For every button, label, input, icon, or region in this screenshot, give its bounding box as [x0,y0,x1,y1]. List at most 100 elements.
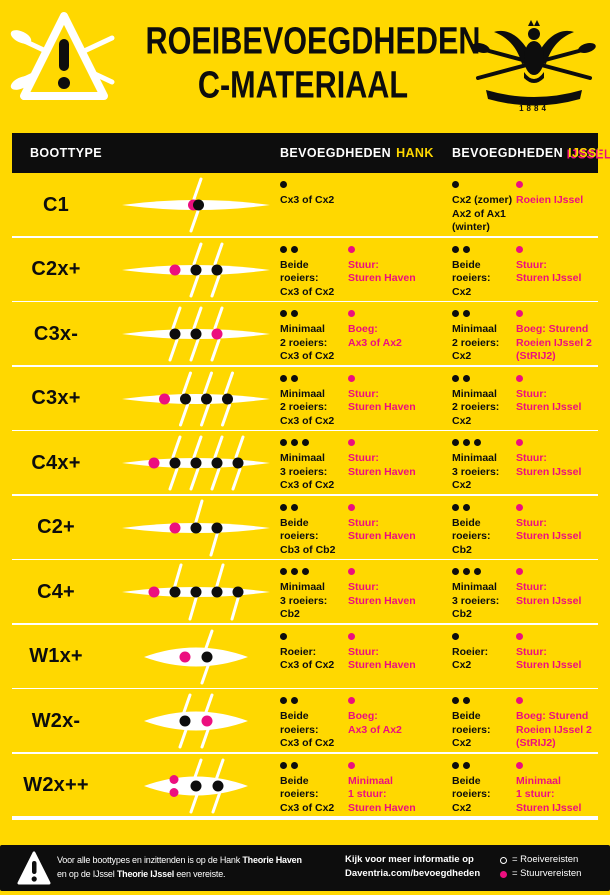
steer-dot-icon [348,374,355,382]
requirement-text: Sturen Haven [348,801,416,814]
ijssel-rower-requirements: Roeier: Cx2 [452,625,516,690]
ijssel-steering-requirements: Roeien IJssel [516,173,610,238]
steer-dot-icon [516,181,523,188]
boat-illustration [112,173,280,238]
requirement-text: Ax2 of Ax1 [452,207,506,220]
requirement-text: Cx2 [452,479,472,491]
ijssel-steering-requirements: Boeg: Sturend Roeien IJssel 2 (StRIJ2) [516,689,610,754]
requirement-text: Cx2 [452,737,472,749]
requirement-text: Beide [280,774,309,787]
requirement-text: Stuur: [516,452,547,464]
boottype-label: C4+ [37,580,75,603]
requirement-dots [452,439,512,446]
requirement-text: Minimaal [452,387,497,400]
rower-dot-icon [280,761,287,769]
steer-dot-icon [348,632,355,640]
requirement-dots [348,310,448,317]
requirement-text: Stuur: [348,581,379,593]
requirement-text: Stuur: [348,645,379,658]
requirement-text: Cb3 of Cb2 [280,543,336,556]
rower-dot-icon [291,568,298,575]
hank-steering-requirements: Stuur: Sturen Haven [348,431,452,496]
ijssel-steering-requirements: Stuur: Sturen IJssel [516,560,610,625]
rower-dot-icon [280,439,287,446]
requirement-text: Beide [452,710,481,722]
steer-dot-icon [516,310,523,317]
boat-svg [122,242,270,298]
requirement-text: roeiers: [280,788,319,800]
footer-note-line1: Voor alle boottypes en inzittenden is op… [57,855,302,865]
hank-rower-requirements: Beide roeiers: Cx3 of Cx2 [280,754,348,819]
requirement-text: Sturen Haven [348,659,416,671]
rower-dot-icon [280,310,287,317]
requirement-text: Minimaal [280,387,325,400]
requirement-dots [348,697,448,704]
hank-rower-requirements: Roeier: Cx3 of Cx2 [280,625,348,690]
requirement-dots [452,761,512,769]
ijssel-highlight: IJSSEL [568,146,610,160]
requirement-text: Sturen Haven [348,401,416,413]
requirement-text: 2 roeiers: [280,336,328,349]
requirement-text: Beide [280,710,309,722]
hank-rower-requirements: Beide roeiers: Cx3 of Cx2 [280,238,348,303]
hank-steering-requirements [348,173,452,238]
requirement-dots [280,568,344,575]
ijssel-steering-requirements: Stuur: Sturen IJssel [516,625,610,690]
hank-steering-requirements: Stuur: Sturen Haven [348,560,452,625]
hank-rower-requirements: Minimaal 3 roeiers: Cb2 [280,560,348,625]
requirement-text: Cx2 [452,414,472,427]
rower-dot-icon [280,181,287,188]
requirement-text: Stuur: [348,387,379,400]
steer-dot-icon [516,503,523,511]
boat-svg [122,563,270,621]
boat-illustration [112,560,280,625]
requirement-dots [280,374,344,382]
requirement-text: Cx2 [452,801,472,814]
rower-dot-icon [291,761,298,769]
requirement-text: Cx3 of Cx2 [280,194,335,206]
table-body: C1 Cx3 of Cx2 Cx2 (zomer) Ax2 of Ax1 (wint… [0,173,610,820]
requirement-text: Cb2 [452,543,472,556]
requirement-dots [348,503,448,511]
rower-dot-icon [452,245,459,253]
legend-steer: = Stuurvereisten [500,867,581,881]
rower-dot-icon [452,503,459,511]
title-line-1: ROEIBEVOEGDHEDEN [145,20,481,63]
requirement-text: 2 roeiers: [452,401,500,413]
requirement-text: 3 roeiers: [280,465,328,478]
requirement-text: Roeier: [452,645,489,658]
ijssel-rower-requirements: Beide roeiers: Cx2 [452,238,516,303]
table-row: W1x+ Roeier: Cx3 of Cx2 Stuur: Sturen Have… [0,625,610,690]
steer-dot-icon [516,568,523,575]
steer-dot-icon [516,374,523,382]
rower-dot-icon [280,374,287,382]
rower-dot-icon [452,374,459,382]
requirement-text: Ax3 of Ax2 [348,723,402,736]
boat-svg [122,435,270,491]
rower-dot-icon [302,439,309,446]
requirement-text: Stuur: [348,258,379,271]
hank-steering-requirements: Stuur: Sturen Haven [348,496,452,561]
ijssel-steering-requirements: Stuur: Sturen IJssel [516,367,610,432]
requirement-dots [348,761,448,769]
requirement-text: Sturen IJssel [516,530,582,542]
requirement-text: roeiers: [280,723,319,736]
requirement-text: Cx3 of Cx2 [280,285,335,298]
warning-oars-icon [10,12,115,100]
ijssel-rower-requirements: Minimaal 3 roeiers: Cb2 [452,560,516,625]
rower-dot-icon [463,568,470,575]
steer-dot-icon [348,245,355,253]
requirement-dots [280,310,344,317]
requirement-text: Cx3 of Cx2 [280,659,335,671]
boottype-label: W1x+ [29,645,83,668]
rower-dot-icon [280,245,287,253]
requirement-text: 2 roeiers: [452,336,500,349]
requirement-text: Minimaal [516,774,561,787]
footer-info-url: Daventria.com/bevoegdheden [345,868,481,879]
requirement-dots [516,697,606,704]
requirement-text: Cx3 of Cx2 [280,737,335,749]
requirement-text: Ax3 of Ax2 [348,336,402,349]
table-row: W2x- Beide roeiers: Cx3 of Cx2 Boeg: Ax3 of… [0,689,610,754]
boat-illustration [112,689,280,754]
requirement-text: Sturen IJssel [516,659,582,671]
